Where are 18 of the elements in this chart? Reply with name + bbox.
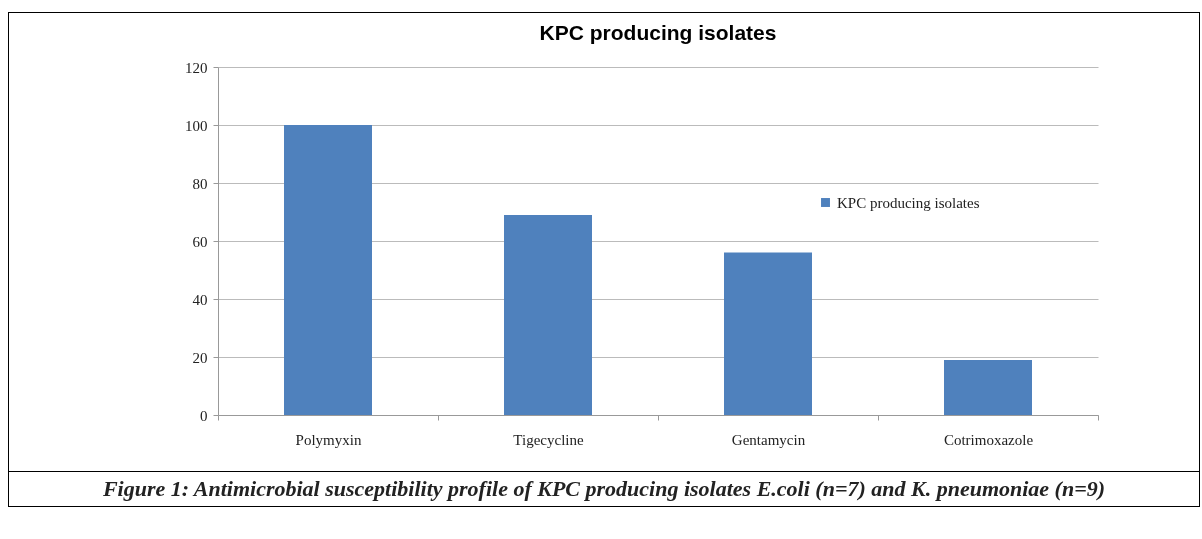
x-tick-label: Tigecycline: [513, 431, 584, 448]
x-tick-label: Cotrimoxazole: [943, 431, 1034, 448]
y-tick-label: 100: [185, 117, 208, 134]
y-tick-label: 0: [200, 407, 208, 424]
x-tick-label: Polymyxin: [295, 431, 362, 448]
legend-label: KPC producing isolates: [837, 194, 980, 211]
x-tick-label: Gentamycin: [731, 431, 806, 448]
y-tick-label: 60: [192, 233, 208, 250]
caption: Figure 1: Antimicrobial susceptibility profile of KPC producing isolates E.coli (n=7) and K. pneumoniae (n=9): [9, 471, 1199, 506]
chart-title: KPC producing isolates: [539, 21, 777, 44]
y-tick-label: 120: [185, 59, 208, 76]
bar: [944, 359, 1032, 415]
bar: [284, 125, 372, 415]
y-tick-label: 40: [192, 291, 208, 308]
bar: [504, 214, 592, 415]
bar: [724, 252, 812, 415]
y-tick-label: 80: [192, 175, 208, 192]
y-tick-label: 20: [192, 349, 208, 366]
